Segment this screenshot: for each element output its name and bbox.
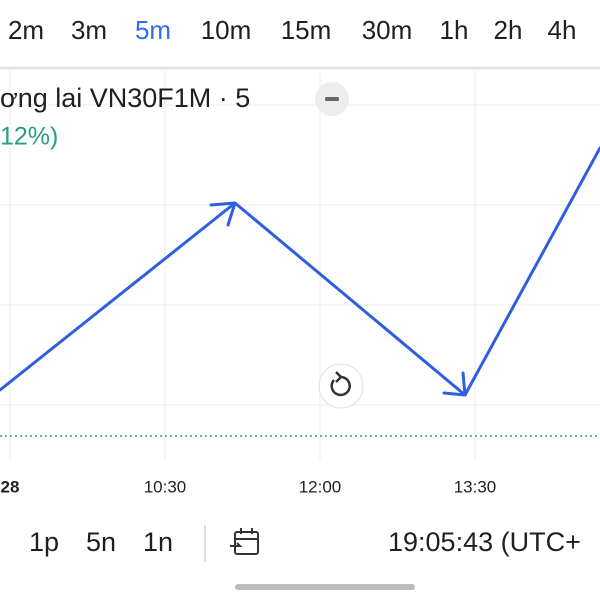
timeframe-tab[interactable]: 2m xyxy=(8,15,44,45)
home-indicator xyxy=(235,584,415,590)
x-axis-label: 12:00 xyxy=(299,477,342,496)
timeframe-tab[interactable]: 10m xyxy=(201,15,252,45)
x-axis-label: 13:30 xyxy=(454,477,497,496)
timeframe-tab[interactable]: 15m xyxy=(281,15,332,45)
timeframe-tab[interactable]: 30m xyxy=(362,15,413,45)
x-axis-label: 10:30 xyxy=(144,477,187,496)
x-axis-labels: 28 10:30 12:00 13:30 xyxy=(1,477,497,496)
range-button[interactable]: 1p xyxy=(29,527,59,557)
timeframe-tabs: 2m 3m 5m 10m 15m 30m 1h 2h 4h xyxy=(8,15,577,45)
reset-button[interactable] xyxy=(318,363,364,409)
x-axis-label: 28 xyxy=(1,477,20,496)
timeframe-tab[interactable]: 1h xyxy=(440,15,469,45)
collapse-button[interactable] xyxy=(315,82,349,116)
timeframe-tab[interactable]: 3m xyxy=(71,15,107,45)
timeframe-tab[interactable]: 5m xyxy=(135,15,171,45)
bottom-bar: p1p5n1n19:05:43 (UTC+ xyxy=(29,527,581,557)
timeframe-tab[interactable]: 2h xyxy=(494,15,523,45)
grid xyxy=(0,70,600,460)
symbol-title: ơng lai VN30F1M · 5 xyxy=(0,83,250,113)
drawn-arrows xyxy=(0,146,600,397)
change-text: 12%) xyxy=(0,123,58,151)
timeframe-tab[interactable]: 4h xyxy=(548,15,577,45)
range-button[interactable]: 5n xyxy=(86,527,116,557)
date-range-icon[interactable] xyxy=(230,528,259,555)
range-button[interactable]: 1n xyxy=(143,527,173,557)
clock: 19:05:43 (UTC+ xyxy=(388,527,581,557)
